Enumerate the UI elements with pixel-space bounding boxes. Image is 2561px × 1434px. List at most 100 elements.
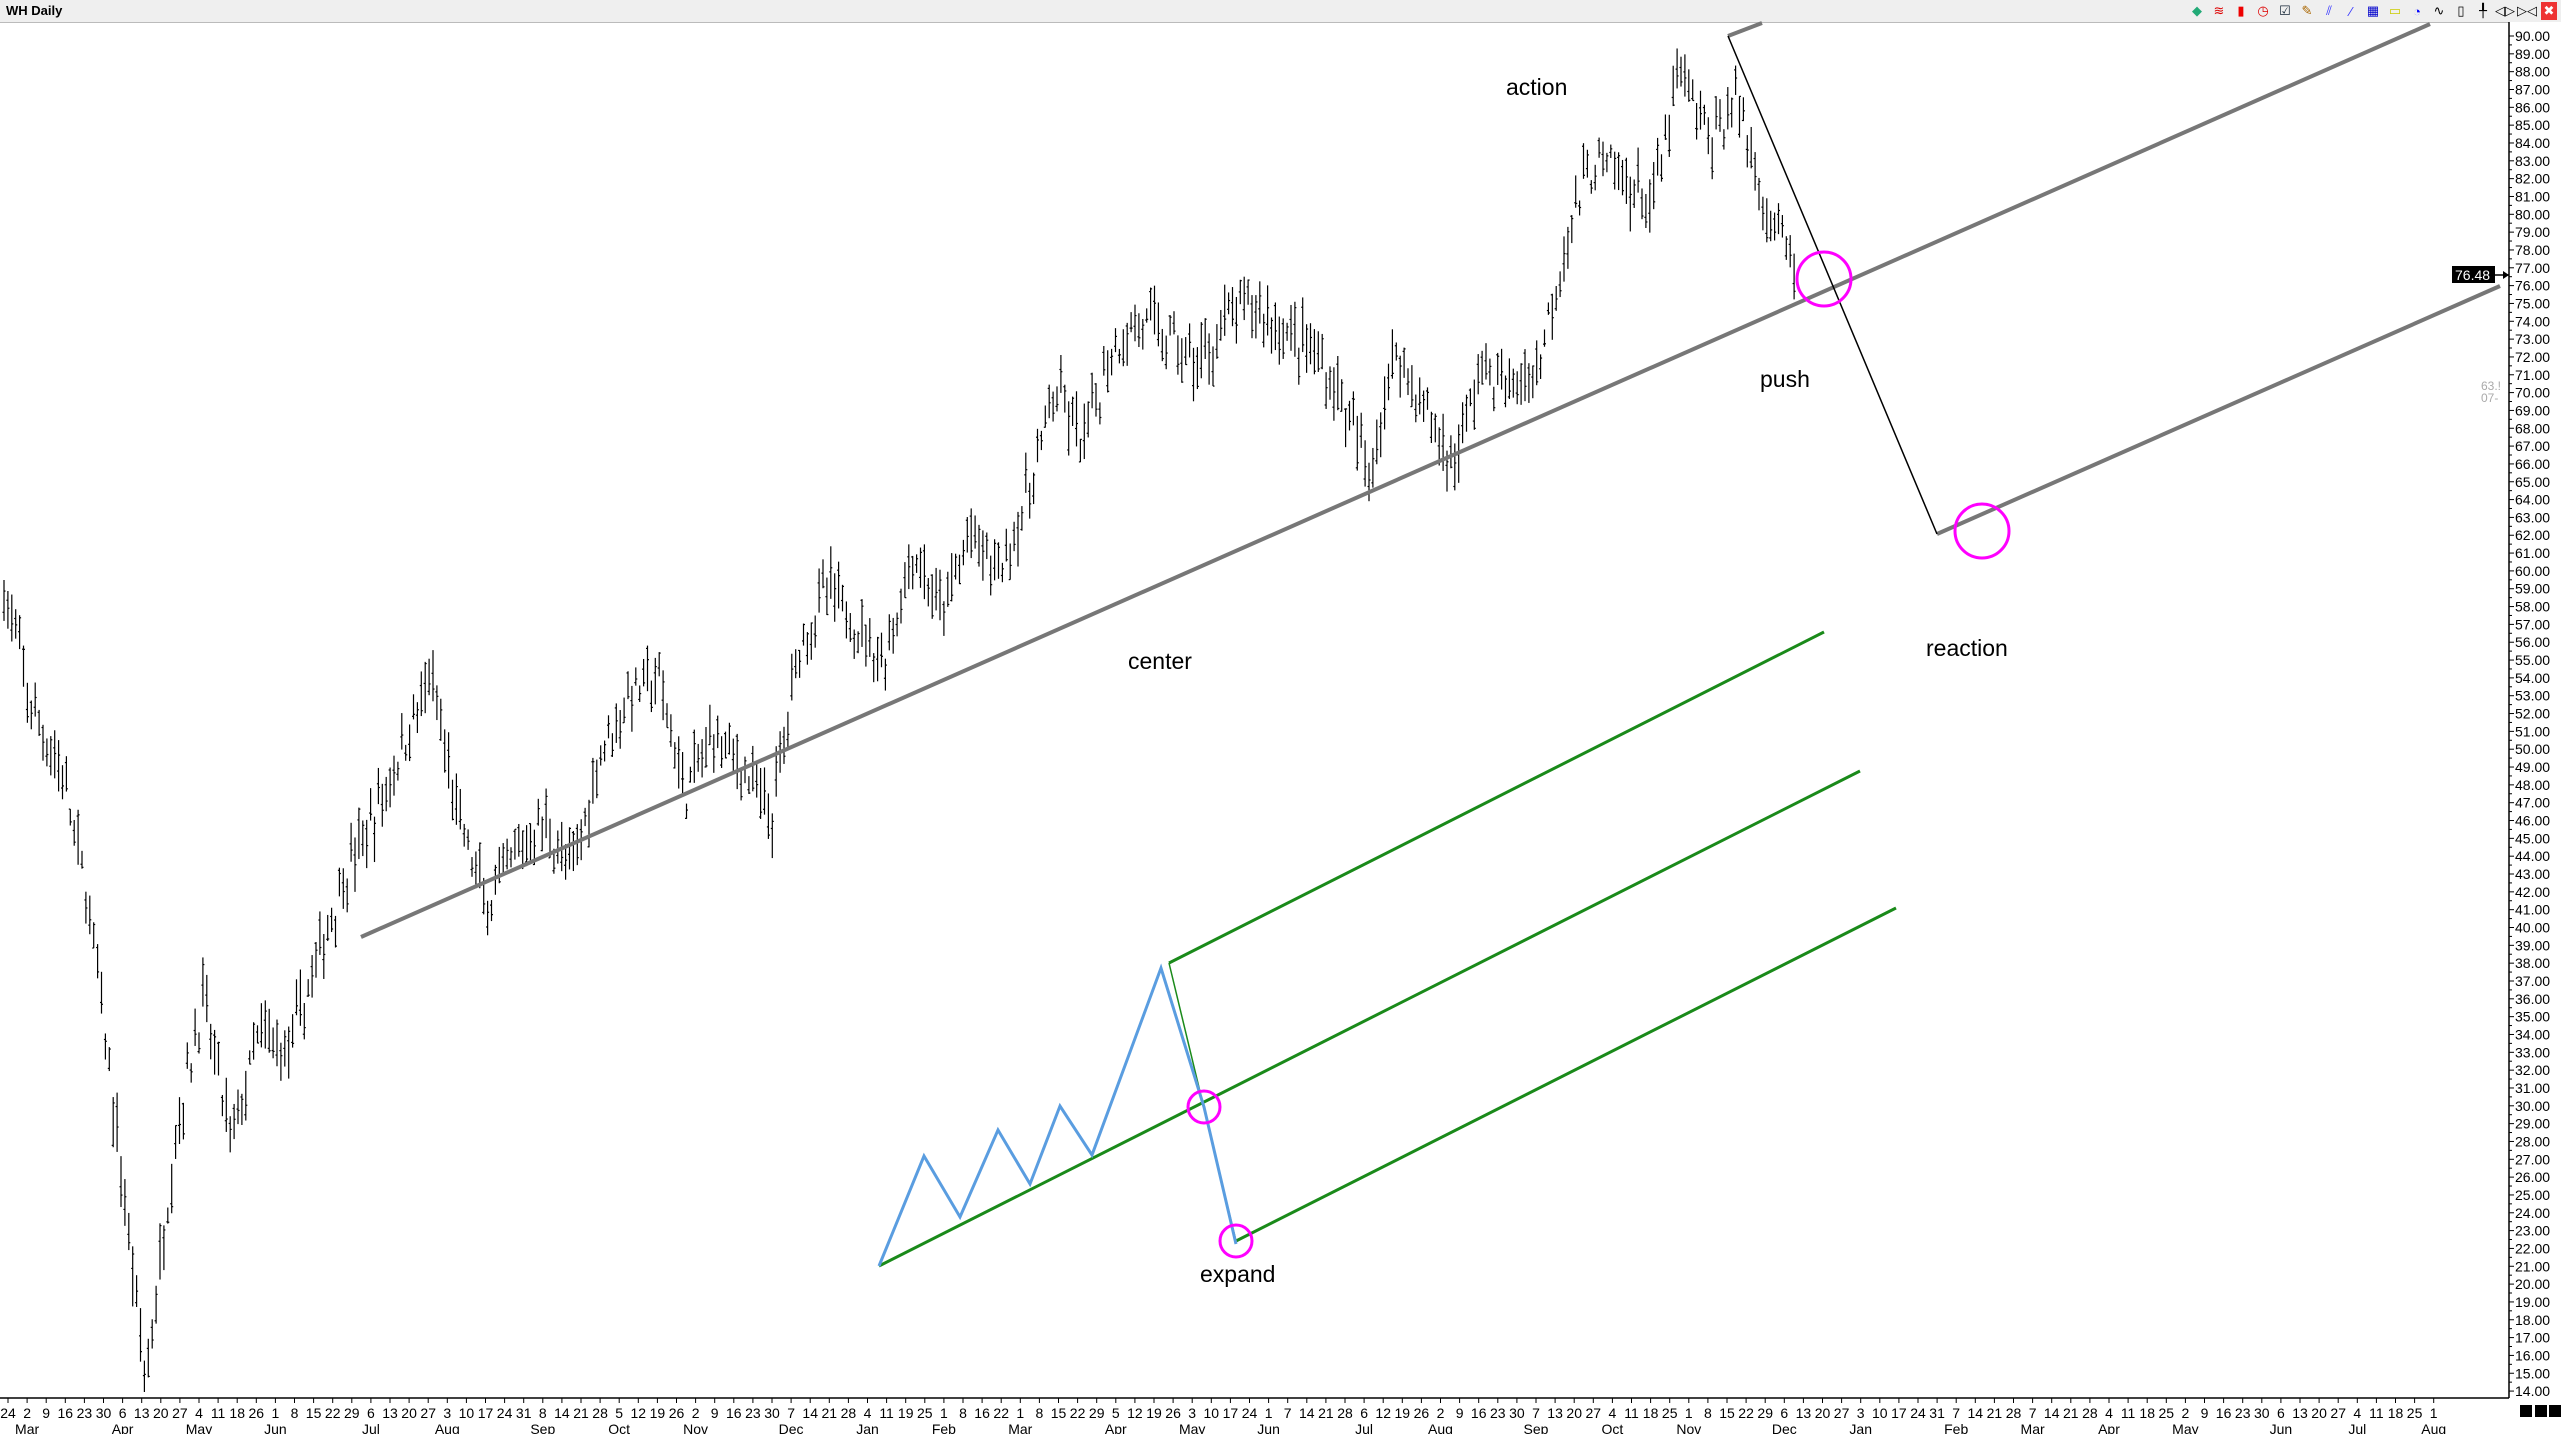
y-tick-label: 41.00 [2515,902,2550,918]
price-bar [513,828,517,860]
pitchfork-icon[interactable]: ⫽ [2326,3,2332,18]
price-bar [1519,363,1523,405]
price-bar [373,816,376,863]
x-month-label: May [2172,1421,2198,1434]
price-bar [162,1225,166,1271]
price-bar [267,1008,271,1053]
price-bar [14,609,18,639]
green-center-line[interactable] [878,769,1861,1268]
price-bar [1550,293,1554,340]
price-bar [1699,90,1702,130]
candle-outline-icon[interactable]: ▯ [2457,3,2465,18]
y-tick-label: 33.00 [2515,1044,2550,1060]
side-note-2: 07- [2481,391,2498,405]
y-tick-label: 34.00 [2515,1026,2550,1042]
price-bar [1367,462,1371,502]
price-bar [1207,333,1211,385]
objects-icon[interactable]: ◆ [2192,3,2202,18]
price-bar [692,729,696,783]
price-bar [965,517,969,553]
price-bar [704,726,708,768]
y-tick-label: 64.00 [2515,492,2550,508]
x-tick-label: 25 [2159,1405,2175,1421]
x-month-label: Nov [683,1421,708,1434]
price-bar [1621,159,1624,196]
trendline-icon[interactable]: ⁄ [2349,3,2353,19]
arcs-icon[interactable]: ≋ [2213,3,2225,18]
pencil-icon[interactable]: ✎ [2301,3,2313,18]
price-bar [37,709,41,736]
price-bar [1203,318,1207,359]
ohlc-bar-icon[interactable]: ╀ [2479,3,2487,18]
price-bar [841,584,844,612]
price-bar [388,767,392,808]
rectangle-icon[interactable]: ▭ [2388,3,2402,18]
price-bar [1535,340,1539,386]
x-tick-label: 29 [1757,1405,1773,1421]
price-bar [1492,386,1496,412]
price-bar [1585,149,1589,178]
price-bar [961,539,965,566]
compress-icon[interactable]: ▷◁ [2517,3,2537,18]
push-circle[interactable] [1795,250,1853,308]
upper-trendline[interactable] [1727,21,1763,38]
lower-trendline[interactable] [1936,284,2501,536]
price-bar [1043,405,1047,428]
price-bar [1129,312,1133,333]
price-bar [1012,521,1016,552]
checklist-icon[interactable]: ☑ [2279,3,2291,18]
price-bar [283,1030,287,1067]
price-bar [1133,304,1137,342]
price-bar [158,1223,162,1280]
price-bar [1663,114,1667,140]
x-tick-label: 18 [229,1405,245,1421]
x-tick-label: 16 [974,1405,990,1421]
center-cross-circle[interactable] [1186,1089,1222,1125]
price-bar [107,1047,111,1072]
price-bar [349,822,353,862]
circle-icon[interactable]: ◔ [2413,3,2421,19]
price-bar [174,1124,178,1159]
x-tick-label: 18 [2139,1405,2155,1421]
price-bar [821,559,825,589]
x-tick-label: 21 [2063,1405,2079,1421]
price-bar [236,1089,240,1125]
x-tick-label: 29 [1089,1405,1105,1421]
zigzag-example[interactable] [877,963,1238,1267]
price-bar [345,878,349,913]
expand-icon[interactable]: ◁▷ [2495,3,2515,18]
price-bar [1211,346,1215,387]
price-bar [521,830,525,870]
green-upper-line[interactable] [1168,630,1825,965]
price-bar [298,969,302,1026]
x-tick-label: 15 [306,1405,322,1421]
y-tick-label: 86.00 [2515,99,2550,115]
clock-icon[interactable]: ◷ [2257,3,2269,18]
candle-icon[interactable]: ▮ [2237,3,2245,18]
price-bar [1660,154,1663,182]
close-icon[interactable]: ✖ [2541,2,2557,20]
price-bar [665,703,669,729]
reaction-circle[interactable] [1953,502,2011,560]
price-bar [1016,511,1020,567]
green-lower-line[interactable] [1235,906,1897,1243]
price-bar [1055,386,1059,412]
price-bar [1106,350,1110,393]
x-tick-label: 6 [367,1405,375,1421]
y-tick-label: 39.00 [2515,937,2550,953]
price-bar [1000,562,1004,583]
grid-icon[interactable]: ▦ [2366,3,2380,18]
action-reaction-line[interactable] [1727,35,1938,535]
price-bar [1273,302,1277,351]
price-bar [193,1008,197,1046]
line-chart-icon[interactable]: ∿ [2433,3,2445,18]
x-tick-label: 14 [1968,1405,1984,1421]
center-trendline[interactable] [360,22,2431,939]
price-bar [131,1246,135,1307]
x-tick-label: 23 [2235,1405,2251,1421]
price-bar [1402,347,1406,378]
x-tick-label: 18 [2388,1405,2404,1421]
expand-circle[interactable] [1218,1223,1254,1259]
price-bar [435,685,439,721]
